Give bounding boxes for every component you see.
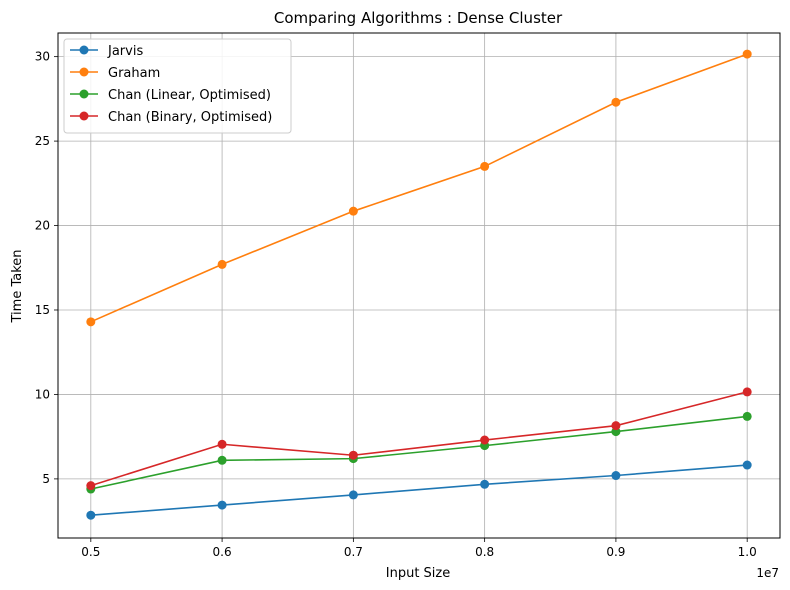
y-tick-label: 30 bbox=[35, 50, 50, 64]
series-2 bbox=[86, 411, 752, 494]
series-line bbox=[90, 464, 748, 516]
y-axis-title: Time Taken bbox=[10, 249, 25, 323]
data-point bbox=[611, 471, 621, 481]
legend-label: Graham bbox=[108, 66, 160, 81]
plot-frame bbox=[57, 32, 781, 539]
series-line bbox=[90, 53, 748, 323]
legend-label: Jarvis bbox=[107, 44, 143, 59]
series-0 bbox=[86, 460, 752, 520]
data-point bbox=[480, 435, 490, 445]
legend-label: Chan (Binary, Optimised) bbox=[108, 110, 272, 125]
data-point bbox=[86, 481, 96, 491]
x-tick-label: 1.0 bbox=[738, 545, 757, 559]
x-tick-label: 0.6 bbox=[213, 545, 232, 559]
legend-item: Chan (Binary, Optimised) bbox=[70, 110, 272, 125]
chart-title: Comparing Algorithms : Dense Cluster bbox=[274, 9, 563, 27]
x-tick-label: 0.7 bbox=[344, 545, 363, 559]
y-tick-label: 25 bbox=[35, 134, 50, 148]
data-point bbox=[742, 387, 752, 397]
data-point bbox=[217, 259, 227, 269]
legend-item: Graham bbox=[70, 66, 160, 81]
legend-marker bbox=[79, 45, 89, 55]
data-point bbox=[217, 500, 227, 510]
x-tick-label: 0.5 bbox=[81, 545, 100, 559]
data-point bbox=[348, 206, 358, 216]
data-point bbox=[348, 490, 358, 500]
data-point bbox=[742, 411, 752, 421]
y-tick-label: 15 bbox=[35, 303, 50, 317]
axes-layer: 0.5 0.6 0.7 0.8 0.9 1.0 5 10 15 20 25 30 bbox=[35, 50, 757, 559]
legend-label: Chan (Linear, Optimised) bbox=[108, 88, 271, 103]
data-point bbox=[611, 421, 621, 431]
series-line bbox=[90, 391, 748, 487]
series-1 bbox=[86, 49, 752, 327]
data-point bbox=[480, 161, 490, 171]
legend-box bbox=[63, 38, 292, 134]
y-tick-label: 5 bbox=[42, 472, 50, 486]
x-axis-offset-label: 1e7 bbox=[756, 566, 779, 580]
data-point bbox=[86, 510, 96, 520]
legend-marker bbox=[79, 111, 89, 121]
data-point bbox=[86, 317, 96, 327]
series-3 bbox=[86, 387, 752, 491]
x-tick-label: 0.9 bbox=[606, 545, 625, 559]
series-layer bbox=[86, 49, 752, 520]
legend-item: Jarvis bbox=[70, 44, 143, 59]
data-point bbox=[742, 49, 752, 59]
data-point bbox=[217, 439, 227, 449]
data-point bbox=[611, 97, 621, 107]
legend-item: Chan (Linear, Optimised) bbox=[70, 88, 271, 103]
data-point bbox=[742, 460, 752, 470]
x-axis-title: Input Size bbox=[386, 566, 450, 581]
y-tick-label: 20 bbox=[35, 219, 50, 233]
legend-marker bbox=[79, 67, 89, 77]
legend-marker bbox=[79, 89, 89, 99]
legend: Jarvis Graham Chan (Linear, Optimised) Chan… bbox=[63, 38, 292, 134]
y-tick-label: 10 bbox=[35, 387, 50, 401]
data-point bbox=[480, 479, 490, 489]
data-point bbox=[348, 450, 358, 460]
x-tick-label: 0.8 bbox=[475, 545, 494, 559]
series-line bbox=[90, 415, 748, 490]
data-point bbox=[217, 455, 227, 465]
